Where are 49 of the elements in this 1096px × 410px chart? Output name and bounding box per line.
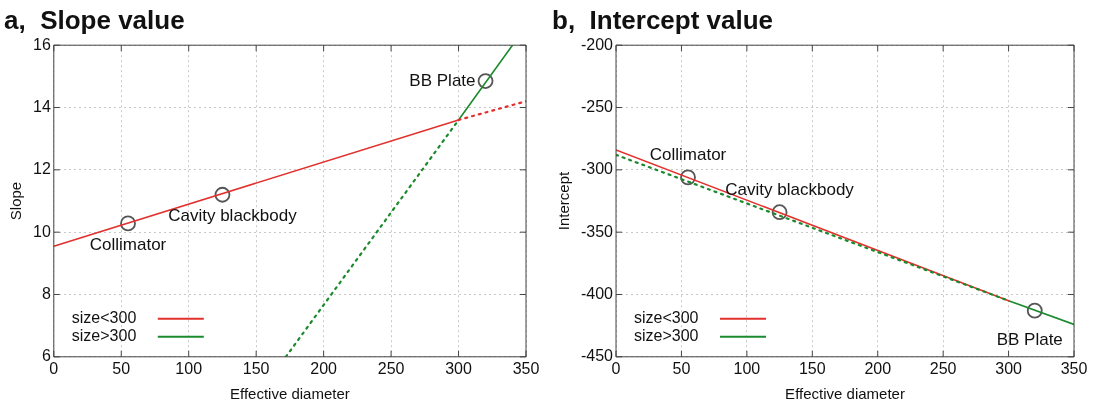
y-tick-label: 8 bbox=[41, 284, 51, 302]
x-tick-label: 300 bbox=[445, 359, 472, 377]
x-tick-label: 0 bbox=[49, 359, 59, 377]
x-tick-label: 50 bbox=[112, 359, 131, 377]
y-tick-label: 16 bbox=[33, 35, 51, 53]
annotation: Cavity blackbody bbox=[725, 179, 855, 199]
x-axis-title: Effective diameter bbox=[785, 385, 905, 403]
point bbox=[1026, 302, 1043, 319]
point bbox=[120, 215, 136, 232]
y-axis-title: Intercept bbox=[555, 170, 573, 231]
annotation: Cavity blackbody bbox=[168, 206, 298, 226]
x-tick-label: 300 bbox=[995, 359, 1023, 377]
legend-label: size<300 bbox=[634, 309, 699, 327]
x-tick-label: 100 bbox=[733, 359, 761, 377]
x-tick-label: 350 bbox=[512, 359, 540, 377]
legend-label: size>300 bbox=[634, 327, 699, 345]
y-tick-label: -350 bbox=[580, 222, 614, 240]
y-tick-label: 6 bbox=[41, 347, 51, 365]
y-tick-label: 10 bbox=[33, 222, 51, 240]
annotation: Collimator bbox=[649, 145, 727, 165]
annotation: BB Plate bbox=[409, 70, 476, 90]
point bbox=[477, 73, 494, 89]
legend-label: size<300 bbox=[71, 309, 137, 327]
annotation: Collimator bbox=[89, 235, 167, 255]
x-tick-label: 150 bbox=[242, 359, 270, 377]
chart-title: b, Intercept value bbox=[552, 4, 774, 35]
x-tick-label: 350 bbox=[1060, 359, 1088, 377]
x-tick-label: 250 bbox=[929, 359, 957, 377]
x-tick-label: 0 bbox=[611, 359, 621, 377]
point bbox=[771, 204, 788, 221]
x-tick-label: 50 bbox=[672, 359, 691, 377]
annotation: BB Plate bbox=[996, 330, 1063, 350]
x-tick-label: 250 bbox=[377, 359, 405, 377]
legend-label: size>300 bbox=[71, 327, 137, 345]
y-tick-label: -250 bbox=[580, 97, 614, 115]
y-tick-label: 14 bbox=[33, 97, 51, 115]
point bbox=[680, 169, 696, 186]
point bbox=[214, 186, 231, 203]
y-tick-label: -400 bbox=[580, 284, 614, 302]
y-tick-label: -200 bbox=[580, 35, 614, 53]
x-tick-label: 200 bbox=[864, 359, 892, 377]
y-tick-label: 12 bbox=[33, 160, 51, 178]
x-tick-label: 200 bbox=[310, 359, 338, 377]
y-tick-label: -300 bbox=[580, 160, 614, 178]
x-tick-label: 100 bbox=[175, 359, 203, 377]
x-tick-label: 150 bbox=[798, 359, 826, 377]
y-axis-title: Slope bbox=[7, 181, 25, 221]
x-axis-title: Effective diameter bbox=[230, 385, 350, 403]
chart-title: a, Slope value bbox=[4, 4, 185, 35]
